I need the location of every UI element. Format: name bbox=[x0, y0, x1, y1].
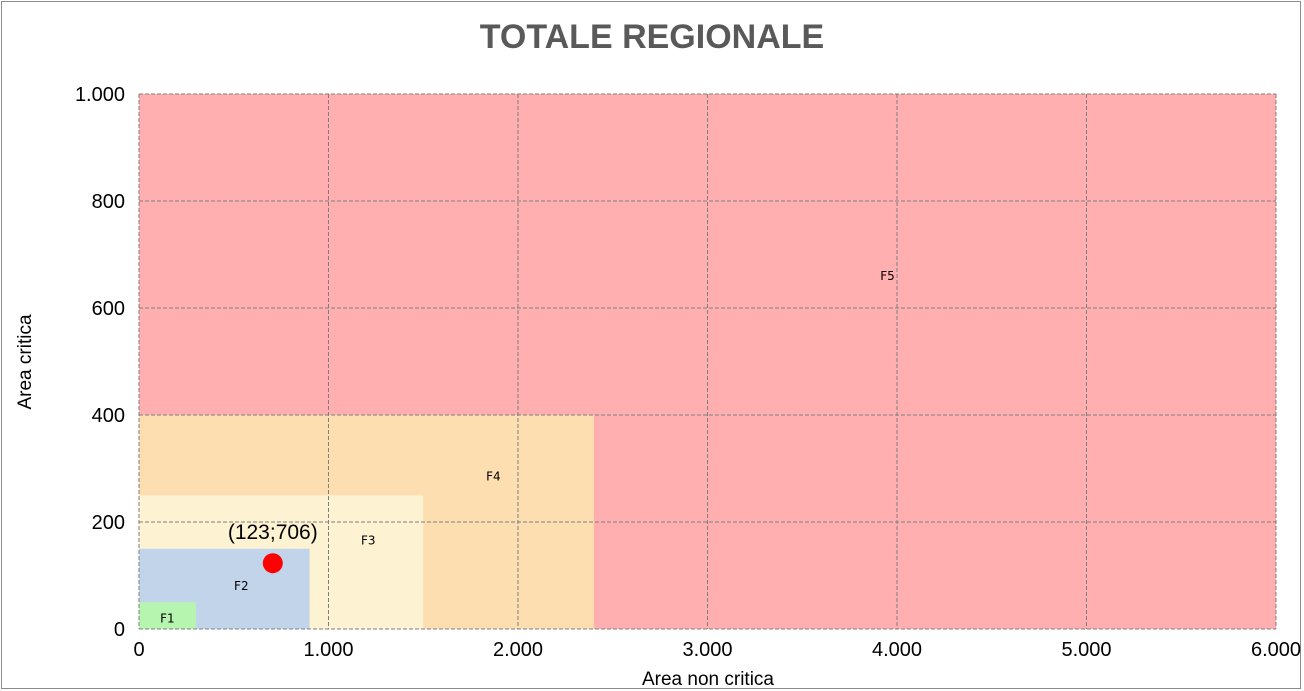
grid-layer bbox=[138, 93, 1277, 630]
y-axis-label: Area critica bbox=[15, 314, 36, 409]
chart-title: TOTALE REGIONALE bbox=[480, 18, 824, 56]
y-tick-label: 600 bbox=[92, 298, 125, 320]
zone-label-f3: F3 bbox=[361, 534, 376, 548]
zone-label-f4: F4 bbox=[486, 470, 501, 484]
y-tick-label: 1.000 bbox=[75, 84, 125, 106]
x-tick-label: 0 bbox=[133, 639, 144, 661]
x-tick-label: 2.000 bbox=[493, 639, 543, 661]
x-tick-label: 3.000 bbox=[682, 639, 732, 661]
y-tick-label: 200 bbox=[92, 512, 125, 534]
zone-label-f2: F2 bbox=[234, 579, 249, 593]
ticks-layer: 0 1.000 2.000 3.000 4.000 5.000 6.000 0 200 400 60… bbox=[75, 84, 1301, 661]
x-tick-label: 1.000 bbox=[303, 639, 353, 661]
data-point-label: (123;706) bbox=[228, 521, 318, 544]
x-axis-label: Area non critica bbox=[642, 669, 774, 690]
y-tick-label: 400 bbox=[92, 405, 125, 427]
y-tick-label: 0 bbox=[114, 619, 125, 641]
x-tick-label: 6.000 bbox=[1251, 639, 1301, 661]
zone-label-f5: F5 bbox=[880, 269, 895, 283]
zone-labels-layer: F5 F4 F3 F2 F1 bbox=[160, 269, 895, 625]
zone-f1 bbox=[139, 602, 196, 629]
data-point bbox=[262, 553, 283, 574]
zone-label-f1: F1 bbox=[160, 611, 175, 625]
y-tick-label: 800 bbox=[92, 191, 125, 213]
points-layer: (123;706) bbox=[228, 521, 318, 574]
x-tick-label: 5.000 bbox=[1061, 639, 1111, 661]
x-tick-label: 4.000 bbox=[872, 639, 922, 661]
